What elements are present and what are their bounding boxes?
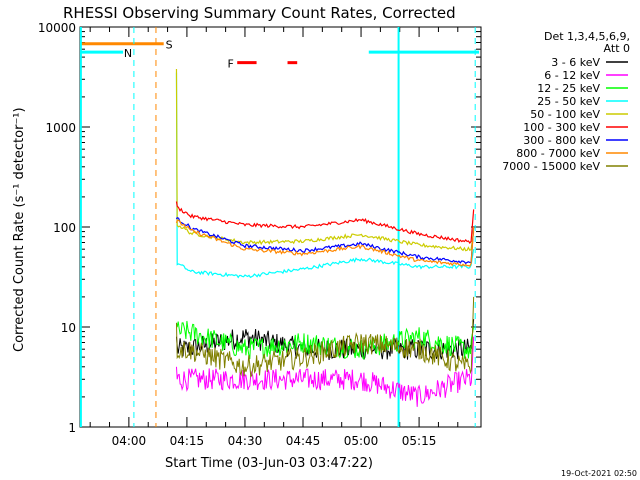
legend-label: 300 - 800 keV [523,134,600,147]
y-axis: 1 10 100 1000 10000 [38,21,481,435]
y-tick-label: 10000 [38,21,76,35]
flare-label: F [228,58,234,71]
x-tick-label: 04:15 [170,434,205,448]
series-line-3 [175,72,475,279]
legend-header-line: Det 1,3,4,5,6,9, [544,30,630,43]
saa-label: S [166,39,173,52]
x-tick-label: 04:45 [286,434,321,448]
legend-label: 25 - 50 keV [537,95,600,108]
series-line-8 [175,296,475,378]
series-line-1 [175,336,475,407]
series-line-4 [175,69,475,252]
footer-date: 19-Oct-2021 02:50 [561,469,637,478]
x-tick-label: 05:15 [402,434,437,448]
legend-label: 12 - 25 keV [537,82,600,95]
y-tick-label: 1000 [45,121,76,135]
series-line-6 [175,216,475,265]
x-tick-label: 04:30 [228,434,263,448]
legend-label: 100 - 300 keV [523,121,600,134]
y-axis-label: Corrected Count Rate (s⁻¹ detector⁻¹) [12,107,27,352]
legend-label: 7000 - 15000 keV [502,160,600,173]
legend-label: 800 - 7000 keV [516,147,600,160]
legend-header-line: Att 0 [604,42,630,55]
observing-annotations: S N F [79,27,480,427]
series-line-5 [175,201,475,244]
legend-label: 50 - 100 keV [530,108,600,121]
legend-label: 3 - 6 keV [551,56,600,69]
x-axis-label: Start Time (03-Jun-03 03:47:22) [165,456,373,471]
x-axis: 04:00 04:15 04:30 04:45 05:00 05:15 [89,27,459,448]
x-tick-label: 05:00 [344,434,379,448]
y-tick-label: 1 [68,421,76,435]
legend-label: 6 - 12 keV [544,69,600,82]
series-line-7 [175,219,475,267]
chart-title: RHESSI Observing Summary Count Rates, Co… [63,4,456,22]
night-label: N [124,47,132,60]
y-tick-label: 100 [53,221,76,235]
y-tick-label: 10 [61,321,76,335]
x-tick-label: 04:00 [112,434,147,448]
series-group [175,69,475,407]
